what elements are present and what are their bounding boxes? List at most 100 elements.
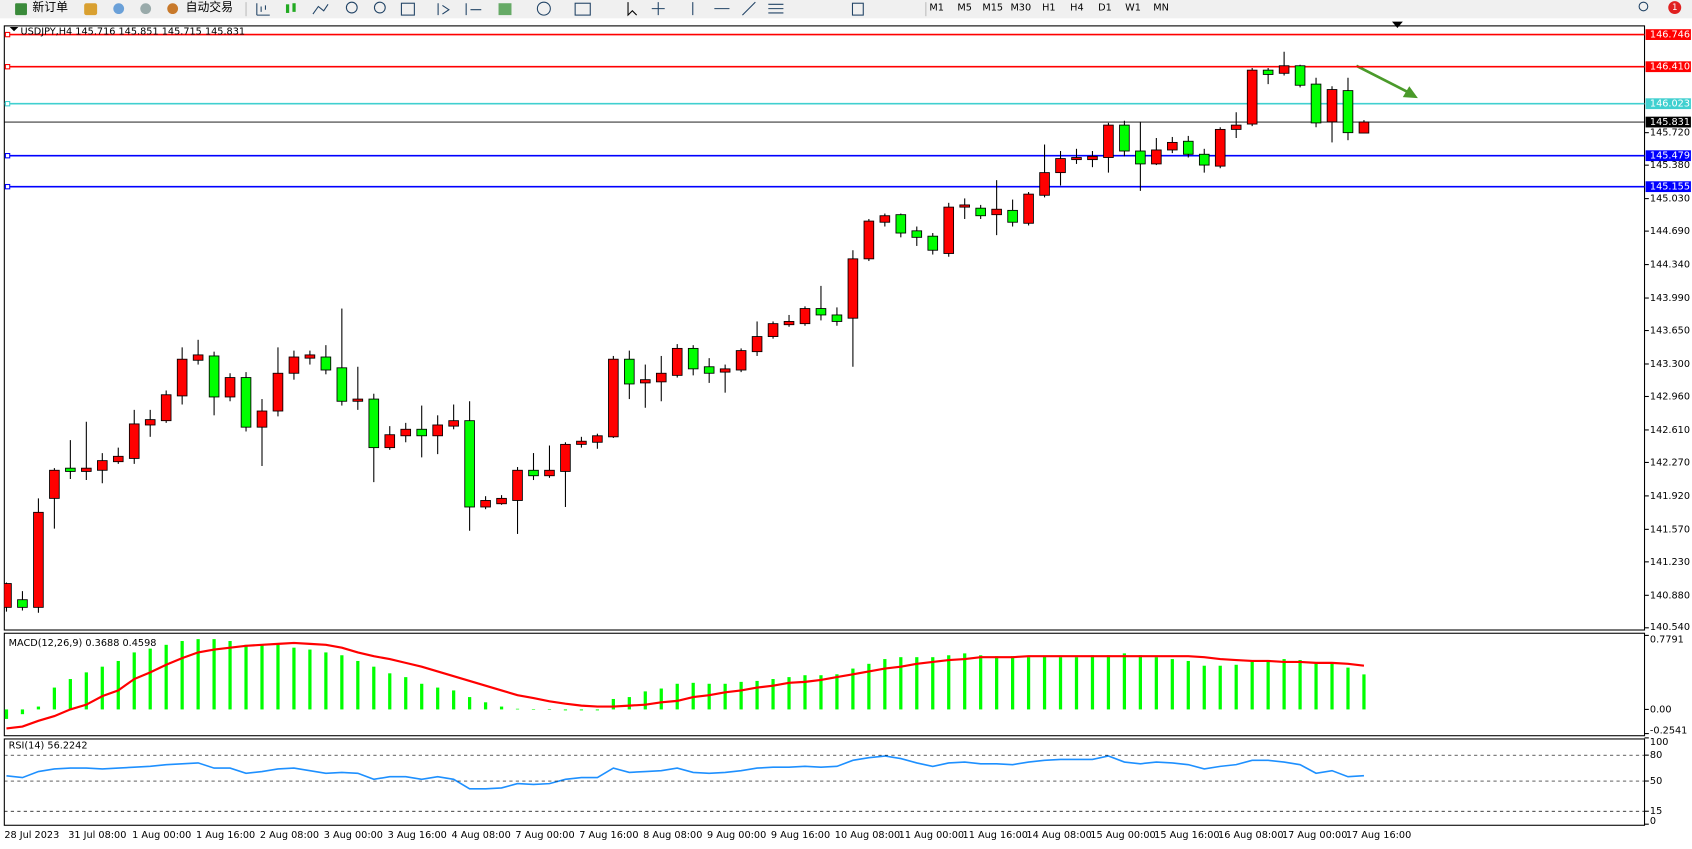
x-tick-label: 11 Aug 16:00 xyxy=(963,830,1028,841)
icon[interactable] xyxy=(84,3,98,16)
candle-icon[interactable] xyxy=(292,3,296,12)
tile-icon[interactable] xyxy=(400,2,415,16)
timeframes: M1 M5 M15 M30 H1 H4 D1 W1 MN xyxy=(929,3,1169,14)
timeframe-button[interactable]: H4 xyxy=(1070,3,1083,14)
y-tick-label: 141.230 xyxy=(1650,557,1690,568)
timeframe-button[interactable]: M1 xyxy=(929,3,944,14)
x-tick-label: 15 Aug 16:00 xyxy=(1154,830,1219,841)
macd-bar xyxy=(1298,660,1302,710)
candle-body xyxy=(1294,65,1306,86)
y-tick-label: 145.030 xyxy=(1650,194,1690,205)
x-tick-label: 31 Jul 08:00 xyxy=(68,830,126,841)
x-tick-label: 17 Aug 16:00 xyxy=(1346,830,1411,841)
y-tick-label: 142.610 xyxy=(1650,425,1690,436)
macd-bar xyxy=(404,677,408,710)
candle-body xyxy=(1119,124,1130,152)
candle-body xyxy=(144,419,156,426)
macd-bar xyxy=(324,652,328,710)
macd-bar xyxy=(483,702,488,710)
candle-icon[interactable] xyxy=(285,4,290,13)
macd-bar xyxy=(931,657,935,710)
candle-body xyxy=(160,394,172,422)
icon[interactable] xyxy=(113,3,125,15)
new-order-button[interactable]: 新订单 xyxy=(32,0,68,14)
notification-count: 1 xyxy=(1672,3,1678,13)
timeframe-button[interactable]: H1 xyxy=(1042,3,1055,14)
scroll-icon[interactable] xyxy=(437,3,450,16)
candle-body xyxy=(1182,140,1194,155)
zoom-in-icon[interactable] xyxy=(345,1,358,14)
auto-trading-button[interactable]: 自动交易 xyxy=(186,0,233,14)
chart-shift-marker[interactable] xyxy=(1392,21,1403,29)
macd-bar xyxy=(595,709,599,711)
level-label: 146.023 xyxy=(1650,99,1690,110)
macd-bar xyxy=(68,679,72,710)
chart-window xyxy=(0,19,1692,849)
cursor-icon[interactable] xyxy=(627,2,638,17)
macd-bar xyxy=(643,691,647,710)
indicator-title: USDJPY,H4 145.716 145.851 145.715 145.83… xyxy=(21,26,246,37)
candle-body xyxy=(1326,89,1338,123)
macd-bar xyxy=(1122,653,1127,710)
macd-bar xyxy=(1362,674,1366,710)
icon[interactable] xyxy=(140,3,152,15)
candle-body xyxy=(256,410,268,428)
candle-body xyxy=(560,443,571,472)
auto-trading-icon[interactable] xyxy=(167,3,179,15)
x-tick-label: 9 Aug 00:00 xyxy=(707,830,766,841)
symbol-menu-arrow[interactable] xyxy=(9,26,19,32)
toolbar-bg xyxy=(0,0,1692,19)
macd-bar xyxy=(867,663,871,710)
candle-body xyxy=(1262,69,1274,75)
level-anchor xyxy=(4,153,11,159)
timeframe-button[interactable]: M30 xyxy=(1010,3,1031,14)
candle-body xyxy=(128,423,140,459)
candle-body xyxy=(208,355,220,398)
candle-body xyxy=(943,206,955,254)
macd-panel xyxy=(3,632,1646,737)
rsi xyxy=(6,755,1365,790)
templates-icon[interactable] xyxy=(574,2,591,16)
line-chart-icon[interactable] xyxy=(312,4,329,15)
indicators-icon[interactable] xyxy=(498,3,512,16)
timeframe-button[interactable]: W1 xyxy=(1125,3,1141,14)
candle-body xyxy=(751,336,763,353)
text-label-icon[interactable] xyxy=(851,2,864,16)
level-anchor xyxy=(4,31,11,38)
bar-chart-icon[interactable] xyxy=(256,3,270,16)
macd-bar xyxy=(915,657,919,710)
notification-badge[interactable] xyxy=(1668,1,1682,15)
macd-bar xyxy=(1346,667,1350,710)
timeframe-button[interactable]: M5 xyxy=(957,3,972,14)
candle-body xyxy=(783,321,795,326)
periods-icon[interactable] xyxy=(536,1,551,16)
rsi-panel xyxy=(3,738,1646,826)
zoom-out-icon[interactable] xyxy=(373,1,386,14)
timeframe-button[interactable]: MN xyxy=(1153,3,1169,14)
macd-bar xyxy=(899,657,903,710)
y-tick-label: -0.2541 xyxy=(1650,725,1687,736)
macd-bar xyxy=(1218,665,1222,710)
candle-body xyxy=(863,220,875,260)
candle-body xyxy=(176,358,188,397)
timeframe-button[interactable]: D1 xyxy=(1098,3,1112,14)
candle-body xyxy=(4,583,12,608)
y-tick-label: 144.340 xyxy=(1650,260,1690,271)
level-label-bg xyxy=(1645,98,1691,110)
shift-icon[interactable] xyxy=(465,3,482,16)
y-tick-label: 142.960 xyxy=(1650,391,1690,402)
candle-body xyxy=(911,230,923,238)
macd-bar xyxy=(276,644,280,710)
candle-body xyxy=(815,308,827,316)
drawing-tools[interactable] xyxy=(692,1,784,16)
crosshair-icon[interactable] xyxy=(651,2,665,16)
macd-bar xyxy=(723,683,727,710)
macd-bar xyxy=(436,687,440,710)
price-label: 145.831 xyxy=(1650,117,1690,128)
candle-body xyxy=(847,258,859,319)
timeframe-button[interactable]: M15 xyxy=(982,3,1003,14)
price-label-bg xyxy=(1645,116,1691,128)
search-icon[interactable] xyxy=(1638,1,1649,12)
new-order-icon[interactable] xyxy=(15,3,27,16)
macd-bar xyxy=(1170,659,1174,710)
